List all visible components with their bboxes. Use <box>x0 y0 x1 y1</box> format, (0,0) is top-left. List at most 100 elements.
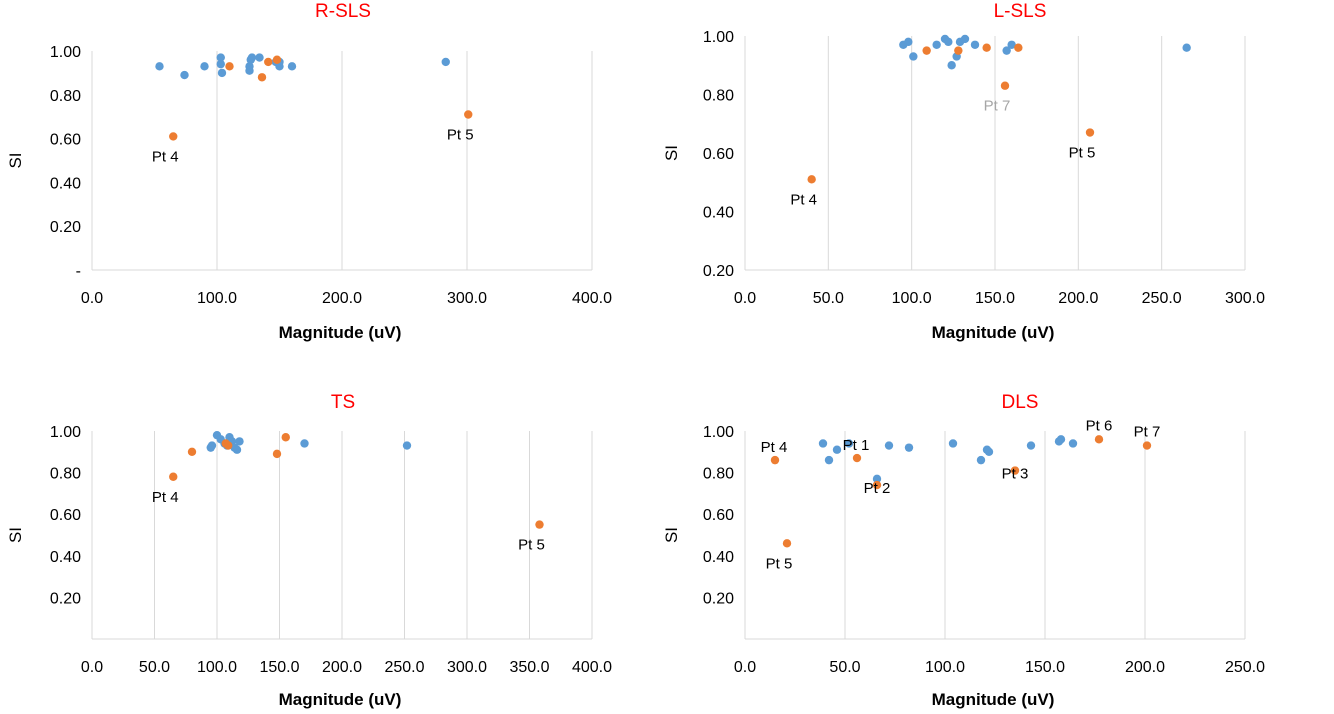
chart-title: TS <box>331 392 355 413</box>
data-point-blue <box>155 62 164 71</box>
point-annotation: Pt 5 <box>1069 145 1096 162</box>
data-point-blue <box>844 439 854 448</box>
y-tick-label: 0.20 <box>50 590 81 607</box>
data-point-blue <box>216 53 225 62</box>
y-tick-label: 1.00 <box>703 29 734 46</box>
x-tick-label: 0.0 <box>81 290 103 307</box>
data-point-blue <box>300 439 309 448</box>
data-point-blue <box>200 62 209 71</box>
data-point-orange <box>922 46 931 55</box>
data-point-blue <box>970 40 980 49</box>
point-annotation: Pt 1 <box>843 437 870 454</box>
data-point-blue <box>247 53 257 62</box>
y-tick-label: 0.80 <box>50 88 81 105</box>
y-tick-label: 0.40 <box>703 549 734 566</box>
x-tick-label: 300.0 <box>447 659 487 676</box>
point-annotation: Pt 7 <box>1134 424 1161 441</box>
data-point-blue <box>232 445 242 454</box>
data-point-blue <box>932 40 941 49</box>
data-point-blue <box>180 70 189 80</box>
chart-ts: 0.0 50.0 100.0 150.0 200.0 250.0 300.0 350.0 400… <box>6 392 612 709</box>
point-annotation: Pt 4 <box>152 148 179 165</box>
x-tick-label: 200.0 <box>1058 290 1098 307</box>
data-point-blue <box>1002 46 1011 55</box>
data-point-blue <box>1182 43 1191 52</box>
x-tick-label: 100.0 <box>197 290 237 307</box>
data-point-orange <box>281 433 290 442</box>
data-point-orange <box>954 46 963 55</box>
x-tick-label: 250.0 <box>1225 659 1265 676</box>
data-point-orange <box>225 62 234 71</box>
chart-dls: 0.0 50.0 100.0 150.0 200.0 250.0 0.20 0.40 0.60 0… <box>662 392 1265 709</box>
data-point-blue <box>441 57 450 67</box>
y-tick-label: 0.80 <box>50 466 81 483</box>
x-axis-label: Magnitude (uV) <box>279 690 402 709</box>
point-annotation: Pt 5 <box>518 537 545 554</box>
data-point-orange <box>264 57 273 67</box>
data-point-blue <box>287 62 297 71</box>
x-tick-label: 150.0 <box>975 290 1015 307</box>
y-tick-label: 0.20 <box>50 219 81 236</box>
y-tick-label: 0.20 <box>703 263 734 280</box>
data-point-orange <box>872 480 882 490</box>
point-annotation: Pt 7 <box>984 98 1011 115</box>
y-tick-label: 0.80 <box>703 88 734 105</box>
data-point-blue <box>948 439 958 448</box>
x-tick-label: 200.0 <box>322 290 362 307</box>
data-point-orange <box>770 455 780 465</box>
data-point-blue <box>904 443 914 452</box>
x-tick-label: 100.0 <box>925 659 965 676</box>
data-point-blue <box>235 437 244 446</box>
data-point-blue <box>402 441 412 450</box>
data-point-blue <box>832 445 842 454</box>
data-point-orange <box>272 449 282 459</box>
x-tick-label: 0.0 <box>734 659 756 676</box>
data-point-blue <box>1007 40 1016 49</box>
x-tick-label: 50.0 <box>139 659 170 676</box>
data-point-orange <box>272 55 282 64</box>
y-axis-label: SI <box>662 145 681 161</box>
data-point-orange <box>1085 128 1095 137</box>
y-tick-label: 1.00 <box>50 44 81 61</box>
data-point-blue <box>207 441 217 450</box>
x-tick-label: 100.0 <box>892 290 932 307</box>
data-point-orange <box>852 453 862 463</box>
point-annotation: Pt 2 <box>864 480 891 497</box>
x-tick-label: 300.0 <box>447 290 487 307</box>
data-point-blue <box>818 439 828 448</box>
point-annotation: Pt 4 <box>152 489 179 506</box>
data-point-blue <box>976 455 986 465</box>
x-tick-label: 400.0 <box>572 659 612 676</box>
data-point-blue <box>216 59 225 69</box>
data-point-orange <box>1000 81 1010 90</box>
data-point-orange <box>257 73 267 82</box>
x-axis-label: Magnitude (uV) <box>932 690 1055 709</box>
data-point-blue <box>984 447 994 456</box>
data-point-orange <box>782 539 792 548</box>
point-annotation: Pt 5 <box>447 127 474 144</box>
point-annotation: Pt 4 <box>761 439 788 456</box>
data-point-blue <box>909 52 918 61</box>
data-point-blue <box>944 37 953 47</box>
data-point-orange <box>807 175 816 184</box>
x-tick-label: 400.0 <box>572 290 612 307</box>
data-point-blue <box>255 53 264 62</box>
x-tick-label: 0.0 <box>81 659 103 676</box>
y-tick-label: 0.40 <box>50 175 81 192</box>
y-tick-label: 0.20 <box>703 590 734 607</box>
chart-r-sls: 0.0 100.0 200.0 300.0 400.0 - 0.20 0.40 0.60 0.80… <box>6 1 612 342</box>
x-tick-label: 50.0 <box>829 659 860 676</box>
y-axis-label: SI <box>6 152 25 168</box>
data-point-orange <box>187 447 197 456</box>
data-point-orange <box>464 110 473 119</box>
x-tick-label: 0.0 <box>734 290 756 307</box>
data-point-orange <box>1014 43 1023 52</box>
x-tick-label: 300.0 <box>1225 290 1265 307</box>
data-point-blue <box>884 441 894 450</box>
x-tick-label: 50.0 <box>813 290 844 307</box>
data-point-orange <box>169 132 178 141</box>
chart-title: R-SLS <box>315 1 371 22</box>
y-axis-label: SI <box>6 527 25 543</box>
data-point-blue <box>947 61 956 70</box>
x-tick-label: 250.0 <box>384 659 424 676</box>
